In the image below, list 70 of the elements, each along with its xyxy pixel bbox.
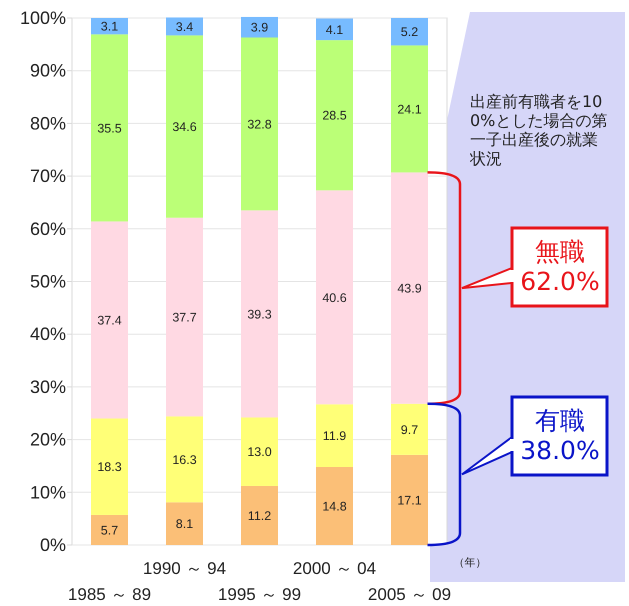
y-tick-label: 70% — [30, 166, 66, 186]
x-tick-label: 2005 ～ 09 — [368, 585, 452, 604]
text: 有職 38.0% — [520, 406, 600, 465]
bar — [166, 218, 203, 416]
data-label: 3.9 — [250, 20, 268, 35]
text: 出産前有職者を100%とした場合の第一子出産後の就業状況 — [470, 92, 608, 168]
bar — [91, 514, 128, 545]
bar — [316, 404, 353, 468]
data-label: 43.9 — [397, 282, 422, 296]
bar — [91, 18, 128, 34]
bar — [316, 190, 353, 404]
data-label: 14.8 — [322, 500, 347, 514]
bar — [91, 34, 128, 222]
data-label: 9.7 — [400, 422, 418, 437]
data-label: 24.1 — [397, 102, 422, 116]
x-tick-label: 1985 ～ 89 — [68, 585, 152, 604]
data-label: 16.3 — [172, 452, 197, 467]
y-tick-label: 60% — [30, 218, 66, 239]
y-tick-label: 20% — [30, 430, 66, 450]
data-label: 34.6 — [172, 120, 197, 134]
data-label: 5.7 — [100, 523, 118, 538]
y-tick-label: 50% — [30, 272, 66, 292]
text: （年） — [454, 557, 486, 569]
bar — [316, 40, 353, 190]
data-label: 39.3 — [247, 307, 272, 322]
data-label: 28.5 — [322, 108, 347, 123]
y-tick-label: 40% — [30, 324, 66, 344]
data-label: 3.4 — [176, 20, 194, 34]
data-label: 11.2 — [248, 508, 272, 523]
y-tick-label: 100% — [20, 8, 66, 28]
bar — [241, 16, 278, 38]
bar — [391, 45, 428, 172]
y-tick-label: 10% — [30, 482, 66, 502]
x-tick-label: 1990 ～ 94 — [142, 559, 226, 578]
bar — [91, 221, 128, 419]
data-label: 40.6 — [322, 290, 347, 305]
bar — [391, 18, 428, 46]
data-label: 4.1 — [326, 22, 344, 37]
bar — [91, 418, 128, 515]
data-label: 8.1 — [176, 517, 194, 532]
text: 無職 62.0% — [520, 237, 600, 296]
bar — [241, 38, 278, 210]
bar — [241, 417, 278, 486]
data-label: 37.7 — [172, 310, 197, 325]
data-label: 32.8 — [247, 117, 272, 132]
bar — [166, 35, 203, 218]
data-label: 5.2 — [400, 25, 418, 40]
x-tick-label: 2000 ～ 04 — [292, 559, 376, 578]
x-tick-label: 1995 ～ 99 — [218, 585, 302, 604]
data-label: 17.1 — [397, 493, 422, 508]
data-label: 35.5 — [97, 121, 122, 136]
data-label: 11.9 — [322, 429, 346, 444]
bar — [316, 467, 353, 545]
data-label: 18.3 — [97, 460, 122, 474]
data-label: 3.1 — [100, 20, 118, 34]
bar — [166, 17, 203, 36]
bar — [391, 172, 428, 404]
bar — [391, 454, 428, 545]
y-tick-label: 80% — [30, 113, 66, 134]
bar — [391, 404, 428, 455]
bar — [166, 502, 203, 545]
y-tick-label: 0% — [40, 535, 66, 555]
data-label: 37.4 — [97, 313, 122, 328]
y-tick-label: 90% — [30, 60, 66, 81]
data-label: 13.0 — [247, 445, 272, 460]
bar — [241, 486, 278, 545]
bar — [241, 210, 278, 418]
bar — [316, 18, 353, 40]
bar — [166, 416, 203, 502]
y-tick-label: 30% — [30, 376, 66, 397]
